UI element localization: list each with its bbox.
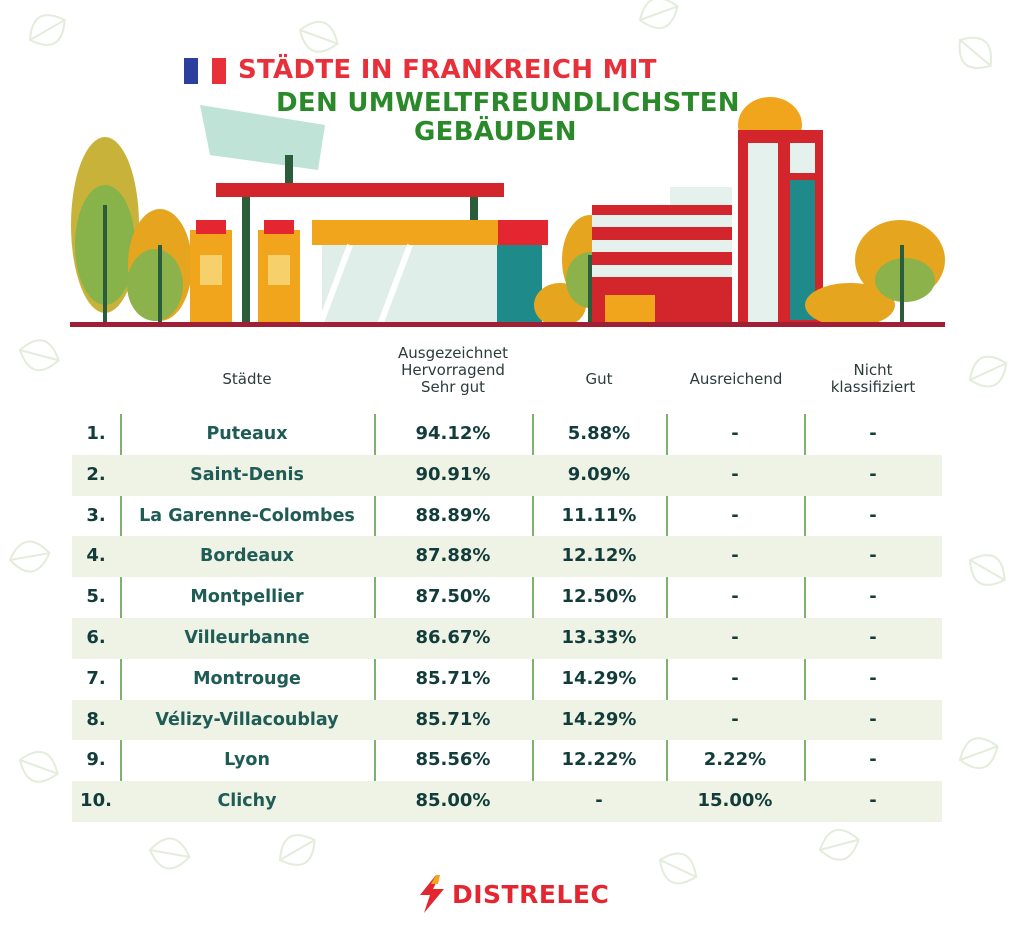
table-row: 1. Puteaux 94.12% 5.88% - -: [72, 414, 942, 455]
city-cell: Clichy: [217, 791, 277, 812]
good-cell: 12.12%: [561, 545, 637, 567]
good-cell: 14.29%: [561, 667, 637, 689]
rank-cell: 1.: [86, 423, 106, 444]
eco-buildings-illustration: [70, 97, 945, 327]
sufficient-cell: 2.22%: [703, 749, 767, 771]
sufficient-cell: -: [731, 626, 739, 648]
french-flag-icon: [184, 58, 226, 84]
sufficient-cell: -: [731, 463, 739, 485]
unclassified-cell: -: [869, 545, 877, 567]
table-row: 8. Vélizy-Villacoublay 85.71% 14.29% - -: [72, 699, 942, 741]
unclassified-cell: -: [869, 504, 877, 526]
city-cell: La Garenne-Colombes: [139, 505, 355, 526]
ranking-table: 1. Puteaux 94.12% 5.88% - - 2. Saint-Denis 90.91…: [72, 414, 942, 822]
unclassified-cell: -: [869, 626, 877, 648]
table-row: 7. Montrouge 85.71% 14.29% - -: [72, 659, 942, 700]
brand-name: DISTRELEC: [452, 879, 610, 909]
rank-cell: 2.: [86, 463, 106, 485]
sufficient-cell: -: [731, 586, 739, 608]
city-cell: Lyon: [224, 750, 270, 771]
city-cell: Montrouge: [193, 668, 301, 689]
unclassified-cell: -: [869, 423, 877, 444]
unclassified-cell: -: [869, 749, 877, 771]
header-good: Gut: [585, 370, 613, 388]
unclassified-cell: -: [869, 790, 877, 812]
rank-cell: 4.: [86, 545, 106, 567]
sufficient-cell: -: [731, 504, 739, 526]
excellent-cell: 90.91%: [415, 463, 491, 485]
city-cell: Vélizy-Villacoublay: [155, 709, 339, 730]
good-cell: 11.11%: [561, 504, 637, 526]
table-row: 10. Clichy 85.00% - 15.00% -: [72, 781, 942, 822]
city-cell: Montpellier: [190, 587, 304, 608]
good-cell: -: [595, 790, 603, 812]
table-row: 4. Bordeaux 87.88% 12.12% - -: [72, 536, 942, 578]
excellent-cell: 87.50%: [415, 586, 491, 608]
header-sufficient: Ausreichend: [689, 370, 783, 388]
excellent-cell: 85.71%: [415, 667, 491, 689]
table-row: 6. Villeurbanne 86.67% 13.33% - -: [72, 617, 942, 659]
city-cell: Villeurbanne: [184, 627, 310, 648]
rank-cell: 9.: [86, 749, 106, 771]
rank-cell: 8.: [86, 708, 106, 730]
brand-logo: DISTRELEC: [416, 875, 609, 913]
sufficient-cell: 15.00%: [697, 790, 773, 812]
title-line-1: STÄDTE IN FRANKREICH MIT: [238, 55, 657, 85]
table-row: 3. La Garenne-Colombes 88.89% 11.11% - -: [72, 496, 942, 537]
good-cell: 12.50%: [561, 586, 637, 608]
excellent-cell: 85.56%: [415, 749, 491, 771]
header-excellent: Ausgezeichnet Hervorragend Sehr gut: [398, 344, 508, 396]
leaf-pattern-icon: [28, 14, 66, 46]
unclassified-cell: -: [869, 463, 877, 485]
rank-cell: 10.: [80, 790, 112, 812]
header-unclassified: Nicht klassifiziert: [830, 361, 916, 396]
sufficient-cell: -: [731, 545, 739, 567]
table-row: 2. Saint-Denis 90.91% 9.09% - -: [72, 454, 942, 496]
unclassified-cell: -: [869, 586, 877, 608]
rank-cell: 7.: [86, 667, 106, 689]
sufficient-cell: -: [731, 708, 739, 730]
good-cell: 13.33%: [561, 626, 637, 648]
excellent-cell: 85.71%: [415, 708, 491, 730]
table-row: 5. Montpellier 87.50% 12.50% - -: [72, 577, 942, 618]
good-cell: 12.22%: [561, 749, 637, 771]
good-cell: 5.88%: [567, 423, 631, 444]
sufficient-cell: -: [731, 667, 739, 689]
unclassified-cell: -: [869, 708, 877, 730]
title-line-3: GEBÄUDEN: [414, 117, 577, 147]
excellent-cell: 94.12%: [415, 423, 491, 444]
rank-cell: 5.: [86, 586, 106, 608]
unclassified-cell: -: [869, 667, 877, 689]
rank-cell: 3.: [86, 504, 106, 526]
city-cell: Saint-Denis: [190, 464, 304, 485]
title-line-2: DEN UMWELTFREUNDLICHSTEN: [276, 88, 740, 118]
header-cities: Städte: [222, 370, 272, 388]
excellent-cell: 88.89%: [415, 504, 491, 526]
excellent-cell: 86.67%: [415, 626, 491, 648]
city-cell: Bordeaux: [200, 546, 294, 567]
rank-cell: 6.: [86, 626, 106, 648]
excellent-cell: 87.88%: [415, 545, 491, 567]
good-cell: 14.29%: [561, 708, 637, 730]
city-cell: Puteaux: [206, 424, 288, 444]
good-cell: 9.09%: [567, 463, 631, 485]
sufficient-cell: -: [731, 423, 739, 444]
lightning-bolt-icon: [420, 875, 444, 913]
excellent-cell: 85.00%: [415, 790, 491, 812]
table-row: 9. Lyon 85.56% 12.22% 2.22% -: [72, 740, 942, 781]
